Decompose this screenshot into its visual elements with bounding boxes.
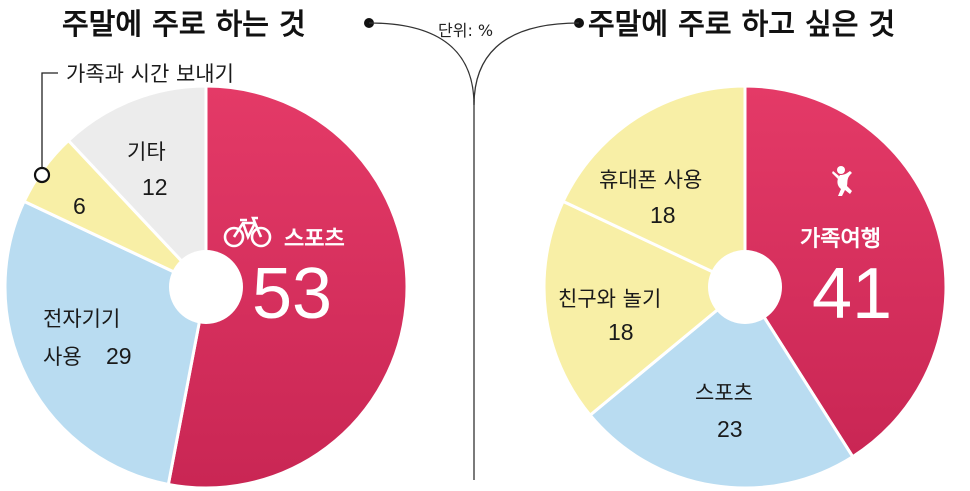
left-elec-line1: 전자기기 (43, 307, 120, 331)
right-phone-value: 18 (650, 202, 676, 228)
left-other-label: 기타 (127, 140, 166, 164)
left-family-marker (33, 166, 51, 184)
right-donut-hole (708, 250, 782, 324)
left-big-value: 53 (252, 254, 332, 334)
right-pie-slice-2 (542, 199, 748, 418)
left-chart-title: 주말에 주로 하는 것 (62, 7, 306, 41)
unit-label: 단위: % (438, 21, 493, 40)
right-sports-value: 23 (717, 416, 743, 442)
left-elec-line2: 사용 (43, 345, 82, 369)
left-pie-slice-1 (3, 199, 208, 487)
right-pie (542, 84, 948, 490)
left-family-callout: 가족과 시간 보내기 (66, 62, 234, 86)
left-family-leader (41, 72, 58, 168)
person-jumping-icon (832, 166, 852, 196)
right-chart-title: 주말에 주로 하고 싶은 것 (588, 7, 895, 41)
right-sports-label: 스포츠 (695, 381, 753, 405)
left-pie-slice-0 (166, 84, 409, 490)
left-elec-value: 29 (106, 343, 132, 369)
right-friends-value: 18 (608, 319, 634, 345)
right-phone-label: 휴대폰 사용 (599, 168, 702, 192)
left-pie (3, 84, 409, 490)
right-big-value: 41 (812, 254, 892, 334)
left-pie-slice-3 (66, 84, 208, 291)
right-friends-label: 친구와 놀기 (558, 287, 661, 311)
right-highlight-label: 가족여행 (800, 227, 881, 252)
right-pie-slice-3 (561, 84, 747, 290)
bicycle-icon (223, 216, 272, 248)
left-family-value: 6 (73, 193, 86, 219)
left-highlight-label: 스포츠 (284, 227, 345, 252)
left-donut-hole (169, 250, 243, 324)
left-other-value: 12 (142, 174, 168, 200)
right-pie-slice-1 (588, 284, 855, 490)
